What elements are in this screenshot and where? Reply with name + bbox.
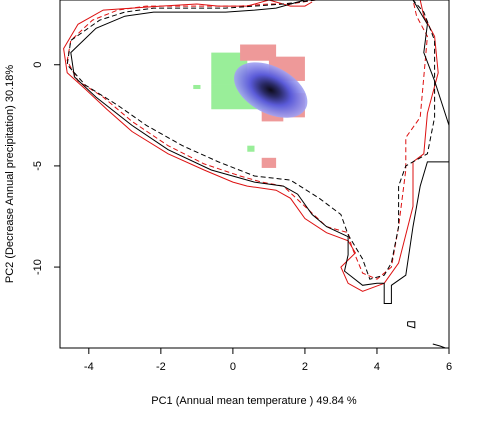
x-tick-label: -2 [156,361,166,373]
green-density-cell [247,145,255,152]
red-dashed-contour [66,0,428,280]
green-density-cell [193,84,201,90]
black-dashed-contour [66,0,436,280]
y-axis-label: PC2 (Decrease Annual precipitation) 30.1… [4,65,16,284]
red-density-cell [261,157,277,168]
x-axis: -4 -2 0 2 4 6 [84,348,452,373]
black-solid-contour [407,321,416,329]
contour-lines [63,0,449,348]
x-tick-label: -4 [84,361,94,373]
y-tick-label: -5 [32,161,44,171]
blue-density-peak [234,62,308,118]
density-cells [193,44,308,168]
red-density-cell [240,44,277,61]
plot-area [63,0,449,348]
y-tick-label: -10 [32,259,44,275]
black-solid-contour [432,343,446,348]
x-tick-label: 0 [230,361,236,373]
y-tick-label: 0 [32,62,44,68]
x-tick-label: 4 [374,361,380,373]
plot-frame [59,0,450,349]
x-tick-label: 2 [302,361,308,373]
x-tick-label: 6 [446,361,452,373]
black-solid-contour [70,0,449,304]
x-axis-label: PC1 (Annual mean temperature ) 49.84 % [151,395,357,407]
red-solid-contour [63,0,439,292]
y-axis: -10 -5 0 [32,62,60,275]
black-solid-contour [412,0,449,126]
